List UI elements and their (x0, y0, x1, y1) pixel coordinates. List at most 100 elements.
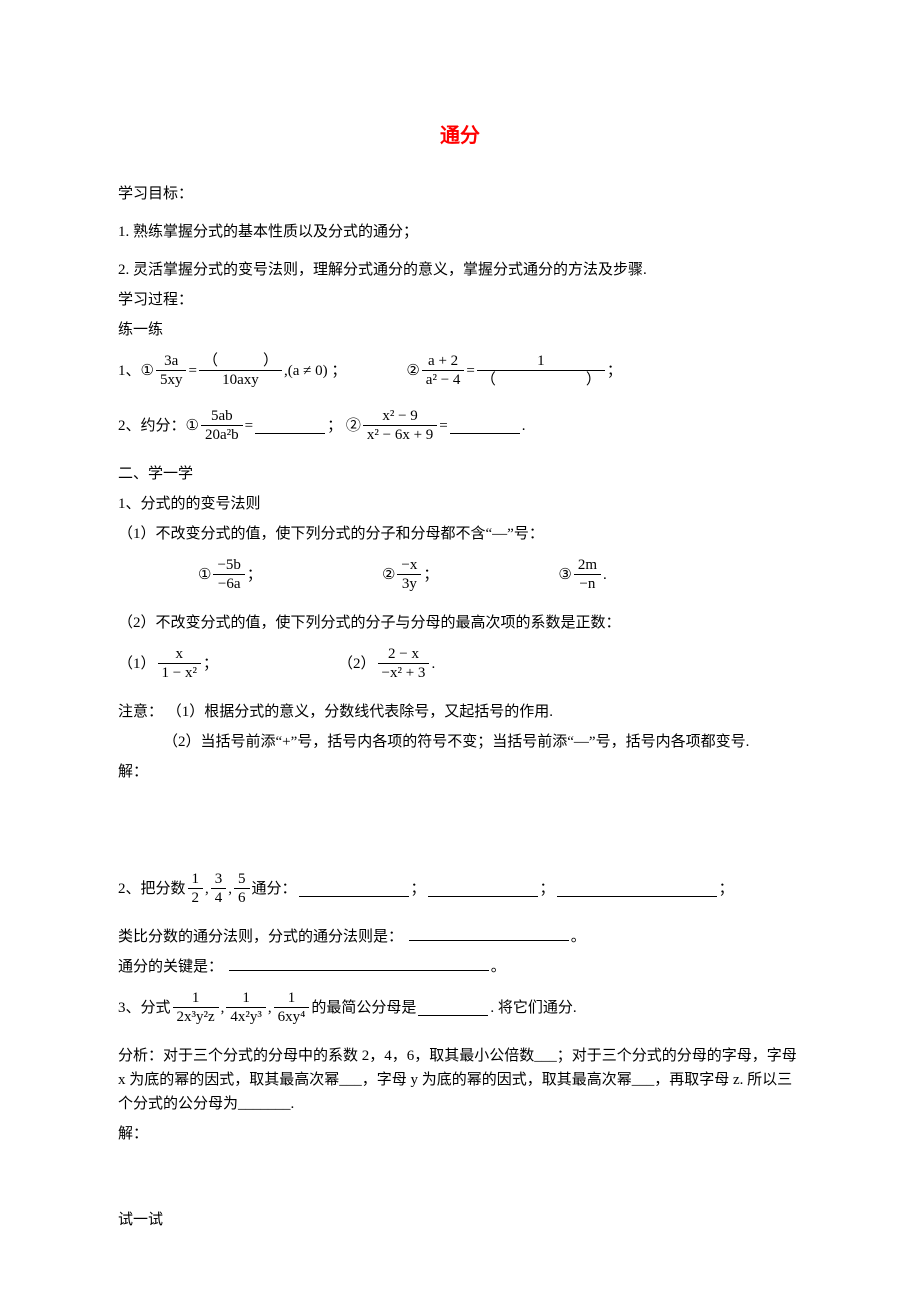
blank-6 (409, 925, 569, 941)
p1-f1-den: 5xy (156, 371, 187, 389)
s2-s2: . (431, 652, 435, 676)
analogy-text: 类比分数的通分法则，分式的通分法则是： (118, 929, 403, 945)
page-root: 通分 学习目标： 1. 熟练掌握分式的基本性质以及分式的通分； 2. 灵活掌握分… (0, 0, 920, 1302)
p1-f4-num: 1 (477, 352, 605, 371)
p1-f2-num: （ ） (199, 352, 282, 371)
q2-fb-num: 3 (211, 870, 227, 889)
blank-8 (418, 1000, 488, 1016)
p1-f1-num: 3a (156, 352, 187, 371)
problem-1: 1、 ① 3a 5xy = （ ） 10axy ,(a ≠ 0) ； ② a +… (118, 352, 802, 389)
q3-fb: 1 4x²y³ (226, 989, 266, 1026)
s1-f1-num: −5b (213, 556, 244, 575)
blank-3 (299, 881, 409, 897)
s1-f1: −5b −6a (213, 556, 244, 593)
s2-f1-num: x (158, 645, 201, 664)
q3-fc-den: 6xy⁴ (274, 1008, 310, 1026)
q2-fa-den: 2 (188, 889, 204, 907)
p2-frac2: x² − 9 x² − 6x + 9 (363, 407, 437, 444)
q3-fa: 1 2x³y²z (173, 989, 219, 1026)
note-1: （1）根据分式的意义，分数线代表除号，又起括号的作用. (167, 704, 553, 720)
s1-f2: −x 3y (397, 556, 421, 593)
spacer-1 (118, 790, 802, 860)
p2-mid: ； ② (327, 414, 361, 438)
p2-f2-den: x² − 6x + 9 (363, 426, 437, 444)
s1-f1-den: −6a (213, 575, 244, 593)
q2-prefix: 2、把分数 (118, 877, 186, 901)
signs-row-2: （1） x 1 − x² ； （2） 2 − x −x² + 3 . (118, 645, 802, 682)
section2-header: 二、学一学 (118, 462, 802, 486)
s1-f2-den: 3y (397, 575, 421, 593)
s2-l2: （2） (338, 652, 376, 676)
s1-circ2: ② (382, 563, 395, 587)
s1-circ3: ③ (558, 563, 571, 587)
s1-s2: ； (423, 563, 438, 587)
blank-7 (229, 955, 489, 971)
p2-frac1: 5ab 20a²b (201, 407, 243, 444)
s2-l1: （1） (118, 652, 156, 676)
s2-f1-den: 1 − x² (158, 664, 201, 682)
q3-fa-num: 1 (173, 989, 219, 1008)
goals-header: 学习目标： (118, 182, 802, 206)
s1-f3-den: −n (574, 575, 601, 593)
p1-label: 1、 (118, 359, 141, 383)
p1-end: ； (607, 359, 622, 383)
q2-fc-num: 5 (234, 870, 250, 889)
p2-f2-num: x² − 9 (363, 407, 437, 426)
s2-s1: ； (203, 652, 218, 676)
blank-2 (450, 418, 520, 434)
p1-cond: ,(a ≠ 0) ； (284, 359, 346, 383)
try-header: 试一试 (118, 1208, 802, 1232)
p1-circ2: ② (406, 359, 419, 383)
q2-fb-den: 4 (211, 889, 227, 907)
key-line: 通分的关键是： 。 (118, 955, 802, 979)
blank-1 (255, 418, 325, 434)
q2-fa-num: 1 (188, 870, 204, 889)
eq-sign: = (188, 359, 196, 383)
analogy-line: 类比分数的通分法则，分式的通分法则是： 。 (118, 925, 802, 949)
q3-fb-den: 4x²y³ (226, 1008, 266, 1026)
p2-end: . (522, 414, 526, 438)
p1-f2-den: 10axy (199, 371, 282, 389)
q3-mid: 的最简公分母是 (311, 996, 416, 1020)
p2-f1-num: 5ab (201, 407, 243, 426)
p1-frac1: 3a 5xy (156, 352, 187, 389)
doc-title: 通分 (118, 120, 802, 152)
p2-f1-den: 20a²b (201, 426, 243, 444)
process-header: 学习过程： (118, 288, 802, 312)
problem-2: 2、约分： ① 5ab 20a²b = ； ② x² − 9 x² − 6x +… (118, 407, 802, 444)
q3-fb-num: 1 (226, 989, 266, 1008)
eq-sign3: = (245, 414, 253, 438)
solve-2: 解： (118, 1122, 802, 1146)
note-2: （2）当括号前添“+”号，括号内各项的符号不变；当括号前添“—”号，括号内各项都… (118, 730, 802, 754)
solve-1: 解： (118, 760, 802, 784)
goal-2: 2. 灵活掌握分式的变号法则，理解分式通分的意义，掌握分式通分的方法及步骤. (118, 258, 802, 282)
q3-line: 3、分式 1 2x³y²z , 1 4x²y³ , 1 6xy⁴ 的最简公分母是… (118, 989, 802, 1026)
blank-5 (557, 881, 717, 897)
q3-fa-den: 2x³y²z (173, 1008, 219, 1026)
analysis: 分析：对于三个分式的分母中的系数 2，4，6，取其最小公倍数___；对于三个分式… (118, 1044, 802, 1116)
s2-f2: 2 − x −x² + 3 (378, 645, 430, 682)
p1-frac3: a + 2 a² − 4 (422, 352, 465, 389)
p2-label: 2、约分： (118, 414, 186, 438)
key-text: 通分的关键是： (118, 959, 223, 975)
q3-fc-num: 1 (274, 989, 310, 1008)
p1-frac4: 1 （ ） (477, 352, 605, 389)
q2-line: 2、把分数 1 2 , 3 4 , 5 6 通分： ； ； ； (118, 870, 802, 907)
s2-f2-num: 2 − x (378, 645, 430, 664)
notes: 注意： （1）根据分式的意义，分数线代表除号，又起括号的作用. (118, 700, 802, 724)
signs-row-1: ① −5b −6a ； ② −x 3y ； ③ 2m −n . (118, 556, 802, 593)
blank-4 (428, 881, 538, 897)
q3-suffix: . 将它们通分. (490, 996, 576, 1020)
rule1-1: （1）不改变分式的值，使下列分式的分子和分母都不含“—”号： (118, 522, 802, 546)
s1-s3: . (603, 563, 607, 587)
q2-fc: 5 6 (234, 870, 250, 907)
q2-fa: 1 2 (188, 870, 204, 907)
spacer-2 (118, 1152, 802, 1202)
p1-f3-num: a + 2 (422, 352, 465, 371)
s1-f2-num: −x (397, 556, 421, 575)
eq-sign4: = (439, 414, 447, 438)
q2-fc-den: 6 (234, 889, 250, 907)
s1-f3-num: 2m (574, 556, 601, 575)
eq-sign2: = (466, 359, 474, 383)
practice-header: 练一练 (118, 318, 802, 342)
